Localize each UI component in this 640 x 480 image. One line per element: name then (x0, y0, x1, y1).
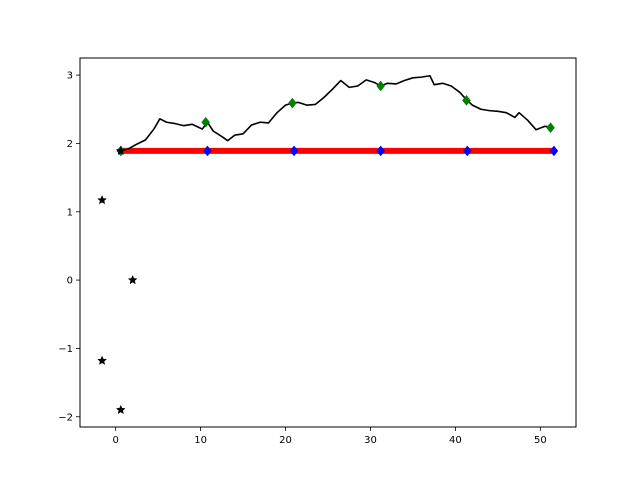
series-line-1 (120, 74, 551, 152)
x-axis: 0 10 20 30 40 50 (112, 427, 547, 446)
y-axis: −2 −1 0 1 2 3 (58, 71, 80, 423)
x-tick-label: 30 (364, 435, 377, 446)
diamond-marker (549, 145, 559, 157)
diamond-marker (288, 97, 297, 109)
y-tick-label: −1 (58, 344, 73, 355)
y-tick-label: −2 (58, 412, 73, 423)
diamond-marker (201, 116, 211, 128)
axes-frame (79, 57, 577, 428)
diamond-marker (462, 145, 472, 157)
plot-area (79, 57, 577, 428)
y-tick-label: 2 (67, 139, 73, 150)
diamond-marker (546, 122, 555, 134)
y-tick-label: 3 (67, 71, 73, 82)
diamond-marker (376, 80, 385, 92)
x-tick-label: 10 (194, 435, 207, 446)
y-tick-label: 0 (67, 276, 73, 287)
star-marker (115, 404, 126, 415)
y-tick-label: 1 (67, 207, 73, 218)
x-tick-label: 0 (112, 435, 118, 446)
star-marker (97, 355, 107, 365)
star-marker (115, 145, 126, 156)
diamond-marker (289, 145, 299, 157)
x-tick-label: 40 (449, 435, 462, 446)
star-marker (97, 194, 107, 205)
diamond-marker (376, 145, 385, 157)
series-layer (97, 74, 559, 415)
x-tick-label: 50 (534, 435, 547, 446)
star-marker (127, 274, 138, 285)
diamond-marker (203, 145, 212, 157)
x-tick-label: 20 (279, 435, 292, 446)
diamond-marker (462, 94, 471, 106)
